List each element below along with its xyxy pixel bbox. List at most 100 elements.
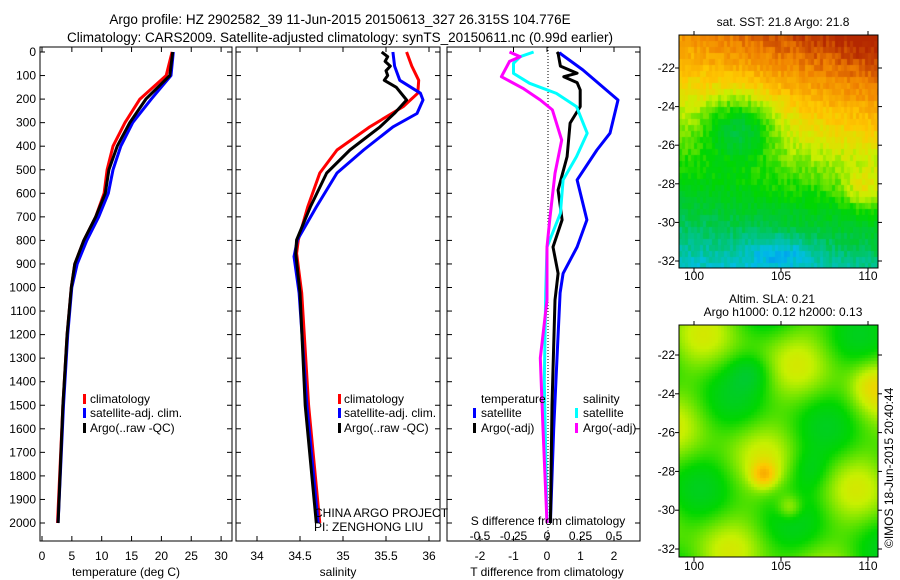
legend-marker-s-argo	[575, 423, 578, 433]
lat-tick-label: -26	[658, 138, 676, 152]
legend-marker-argo	[83, 423, 86, 433]
y-tick-label: 1700	[9, 445, 36, 459]
y-tick-label: 2000	[9, 516, 36, 530]
legend-label: satellite-adj. clim.	[344, 406, 436, 420]
map-frame	[678, 324, 879, 558]
plot-frame	[446, 46, 641, 542]
s-tick-label: 0.25	[569, 529, 593, 543]
x-tick-label: 35	[336, 549, 350, 563]
legend-marker-t-argo	[473, 423, 476, 433]
y-tick-label: 1100	[10, 304, 36, 318]
salinity-panel: 34 34.5 35 35.5 36	[235, 46, 441, 563]
y-tick-label: 0	[29, 45, 36, 59]
x-tick-label: 15	[125, 549, 139, 563]
y-tick-label: 1800	[9, 469, 36, 483]
x-tick-label: 1	[577, 549, 584, 563]
lat-tick-label: -24	[658, 387, 676, 401]
plot-frame	[235, 46, 441, 542]
s-tick-label: 0	[544, 529, 551, 543]
x-tick-label: 36	[422, 549, 436, 563]
diff-profile-temperature-argo-adj-	[548, 51, 582, 524]
legend-marker-t-satellite	[473, 408, 476, 418]
temperature-panel: 0 5 10 15 20 25 300100200300400500600700800900…	[9, 45, 233, 563]
x-tick-label: 10	[95, 549, 109, 563]
legend-marker-climatology	[338, 394, 341, 404]
s-tick-label: 0.5	[606, 529, 623, 543]
diff-profile-temperature-satellite	[548, 51, 620, 524]
x-tick-label: 34.5	[288, 549, 312, 563]
lat-tick-label: -28	[658, 464, 676, 478]
legend-header-salinity: salinity	[583, 392, 620, 406]
project-credit: CHINA ARGO PROJECT	[314, 506, 449, 520]
legend-header-temperature: temperature	[481, 392, 546, 406]
x-tick-label: 30	[214, 549, 228, 563]
y-tick-label: 600	[16, 186, 36, 200]
x-tick-label: 0	[544, 549, 551, 563]
temperature-profile-satellite-adj	[56, 51, 175, 524]
s-tick-label: -0.25	[500, 529, 528, 543]
temperature-legend: climatology satellite-adj. clim. Argo(..…	[83, 392, 182, 435]
difference-panel: -2 -1 0 1 2 -0.5 -0.25 0 0.25 0.5	[446, 46, 641, 563]
legend-label: satellite	[481, 406, 522, 420]
legend-marker-s-satellite	[575, 408, 578, 418]
salinity-legend: climatology satellite-adj. clim. Argo(..…	[338, 392, 436, 435]
x-tick-label: 34	[250, 549, 264, 563]
lat-tick-label: -30	[658, 503, 676, 517]
lon-tick-label: 100	[684, 559, 704, 573]
legend-marker-satellite	[338, 408, 341, 418]
lat-tick-label: -28	[658, 177, 676, 191]
s-tick-label: -0.5	[470, 529, 491, 543]
lat-tick-label: -22	[658, 348, 676, 362]
lat-tick-label: -30	[658, 215, 676, 229]
legend-label: Argo(-adj)	[481, 421, 534, 435]
lat-tick-label: -22	[658, 61, 676, 75]
temperature-profile-climatology	[56, 51, 174, 524]
y-tick-label: 700	[16, 210, 36, 224]
plot-frame	[39, 46, 233, 542]
lat-tick-label: -26	[658, 426, 676, 440]
lat-tick-label: -24	[658, 100, 676, 114]
sst-heatmap	[679, 35, 878, 268]
sst-map-title: sat. SST: 21.8 Argo: 21.8	[717, 15, 850, 29]
legend-marker-climatology	[83, 394, 86, 404]
pi-credit: PI: ZENGHONG LIU	[314, 520, 423, 534]
y-tick-label: 1200	[9, 328, 36, 342]
y-tick-label: 1600	[9, 422, 36, 436]
x-tick-label: 0	[39, 549, 46, 563]
difference-legend: temperature salinity satellite Argo(-adj…	[473, 392, 636, 435]
salinity-profile-climatology	[295, 51, 421, 524]
y-tick-label: 400	[16, 139, 36, 153]
x-tick-label: 35.5	[374, 549, 398, 563]
temperature-xlabel: temperature (deg C)	[72, 565, 180, 579]
x-tick-label: 20	[155, 549, 169, 563]
y-tick-label: 1400	[9, 375, 36, 389]
s-diff-xlabel: S difference from climatology	[471, 514, 626, 528]
y-tick-label: 800	[16, 233, 36, 247]
lon-tick-label: 105	[771, 559, 791, 573]
y-tick-label: 1500	[9, 398, 36, 412]
sla-map-subtitle: Argo h1000: 0.12 h2000: 0.13	[704, 305, 863, 319]
diff-profile-salinity-argo-adj-	[499, 50, 564, 524]
legend-marker-satellite	[83, 408, 86, 418]
y-tick-label: 200	[16, 92, 36, 106]
lat-tick-label: -32	[658, 542, 676, 556]
legend-label: Argo(..raw -QC)	[90, 421, 175, 435]
lon-tick-label: 100	[684, 269, 704, 283]
y-tick-label: 1300	[9, 351, 36, 365]
title-line1: Argo profile: HZ 2902582_39 11-Jun-2015 …	[109, 12, 570, 27]
y-tick-label: 100	[16, 69, 36, 83]
legend-label: Argo(..raw -QC)	[344, 421, 429, 435]
x-tick-label: 5	[69, 549, 76, 563]
y-tick-label: 1000	[9, 281, 36, 295]
sla-heatmap	[679, 325, 878, 557]
legend-marker-argo	[338, 423, 341, 433]
title-line2: Climatology: CARS2009. Satellite-adjuste…	[67, 30, 613, 45]
lat-tick-label: -32	[658, 254, 676, 268]
legend-label: Argo(-adj)	[583, 421, 636, 435]
lon-tick-label: 110	[858, 559, 877, 573]
legend-label: climatology	[90, 392, 150, 406]
temperature-profile-argoraw	[56, 51, 175, 524]
legend-label: satellite-adj. clim.	[90, 406, 182, 420]
lon-tick-label: 105	[771, 269, 791, 283]
